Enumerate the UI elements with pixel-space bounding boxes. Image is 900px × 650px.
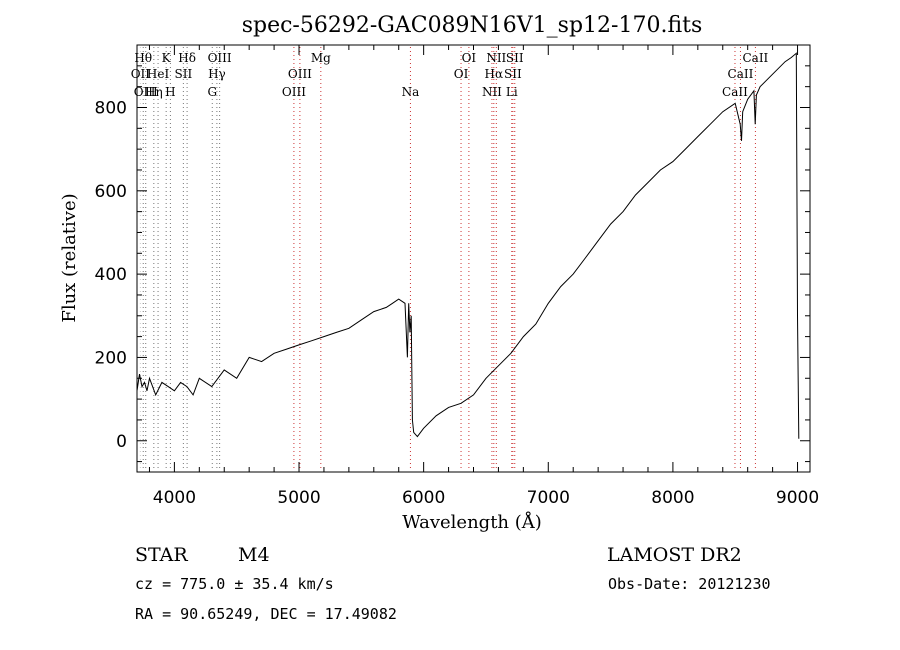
y-axis-ticks: 0 200 400 600 800 — [95, 44, 810, 463]
spectral-line-label: NII — [482, 85, 502, 99]
spectral-line-labels: OIIHθOIIIHηHeIKHSIIHδGHγOIIIOIIIOIIIMgNa… — [131, 51, 769, 99]
spectral-line-label: Hδ — [178, 51, 196, 65]
x-tick-label: 6000 — [402, 488, 445, 508]
spectral-line-label: OI — [454, 67, 469, 81]
object-class: STAR — [135, 544, 188, 566]
survey-name: LAMOST DR2 — [607, 544, 742, 566]
x-tick-label: 5000 — [277, 488, 320, 508]
y-axis-label: Flux (relative) — [59, 193, 80, 322]
spectral-line-label: SII — [175, 67, 193, 81]
spectral-line-label: Na — [402, 85, 420, 99]
x-tick-label: 9000 — [776, 488, 819, 508]
x-tick-label: 8000 — [651, 488, 694, 508]
spectral-line-label: Hθ — [134, 51, 152, 65]
spectral-line-label: NII — [486, 51, 506, 65]
spectral-line-label: H — [165, 85, 175, 99]
obs-date-text: Obs-Date: 20121230 — [608, 575, 771, 593]
redshift-text: cz = 775.0 ± 35.4 km/s — [135, 575, 334, 593]
x-axis-label: Wavelength (Å) — [402, 511, 542, 533]
spectral-line-label: Li — [506, 85, 518, 99]
spectral-line-label: OIII — [208, 51, 232, 65]
coordinates-text: RA = 90.65249, DEC = 17.49082 — [135, 605, 397, 623]
chart-title: spec-56292-GAC089N16V1_sp12-170.fits — [242, 13, 703, 38]
spectral-line-label: OIII — [134, 85, 158, 99]
spectral-line-label: Hγ — [208, 67, 226, 81]
y-tick-label: 800 — [95, 98, 127, 118]
x-tick-label: 4000 — [153, 488, 196, 508]
spectral-line-label: G — [207, 85, 217, 99]
spectrum-series-line — [136, 52, 800, 439]
y-tick-label: 400 — [95, 265, 127, 285]
y-tick-label: 0 — [116, 432, 127, 452]
x-axis-ticks: 4000 5000 6000 7000 8000 9000 — [148, 45, 819, 508]
spectral-line-label: OIII — [282, 85, 306, 99]
spectral-line-label: HeI — [147, 67, 170, 81]
spectral-line-label: Hα — [485, 67, 504, 81]
spectral-line-label: K — [162, 51, 172, 65]
spectral-line-label: OII — [131, 67, 151, 81]
spectral-line-label: OI — [462, 51, 477, 65]
object-subclass: M4 — [238, 544, 270, 566]
x-tick-label: 7000 — [527, 488, 570, 508]
spectral-line-label: Mg — [311, 51, 331, 65]
spectral-line-label: CaII — [742, 51, 768, 65]
spectral-line-label: CaII — [722, 85, 748, 99]
y-tick-label: 200 — [95, 348, 127, 368]
spectral-line-label: Hη — [145, 85, 163, 99]
spectral-line-label: SII — [506, 51, 524, 65]
spectral-line-label: CaII — [728, 67, 754, 81]
spectral-line-label: SII — [504, 67, 522, 81]
spectral-line-label: OIII — [288, 67, 312, 81]
y-tick-label: 600 — [95, 182, 127, 202]
